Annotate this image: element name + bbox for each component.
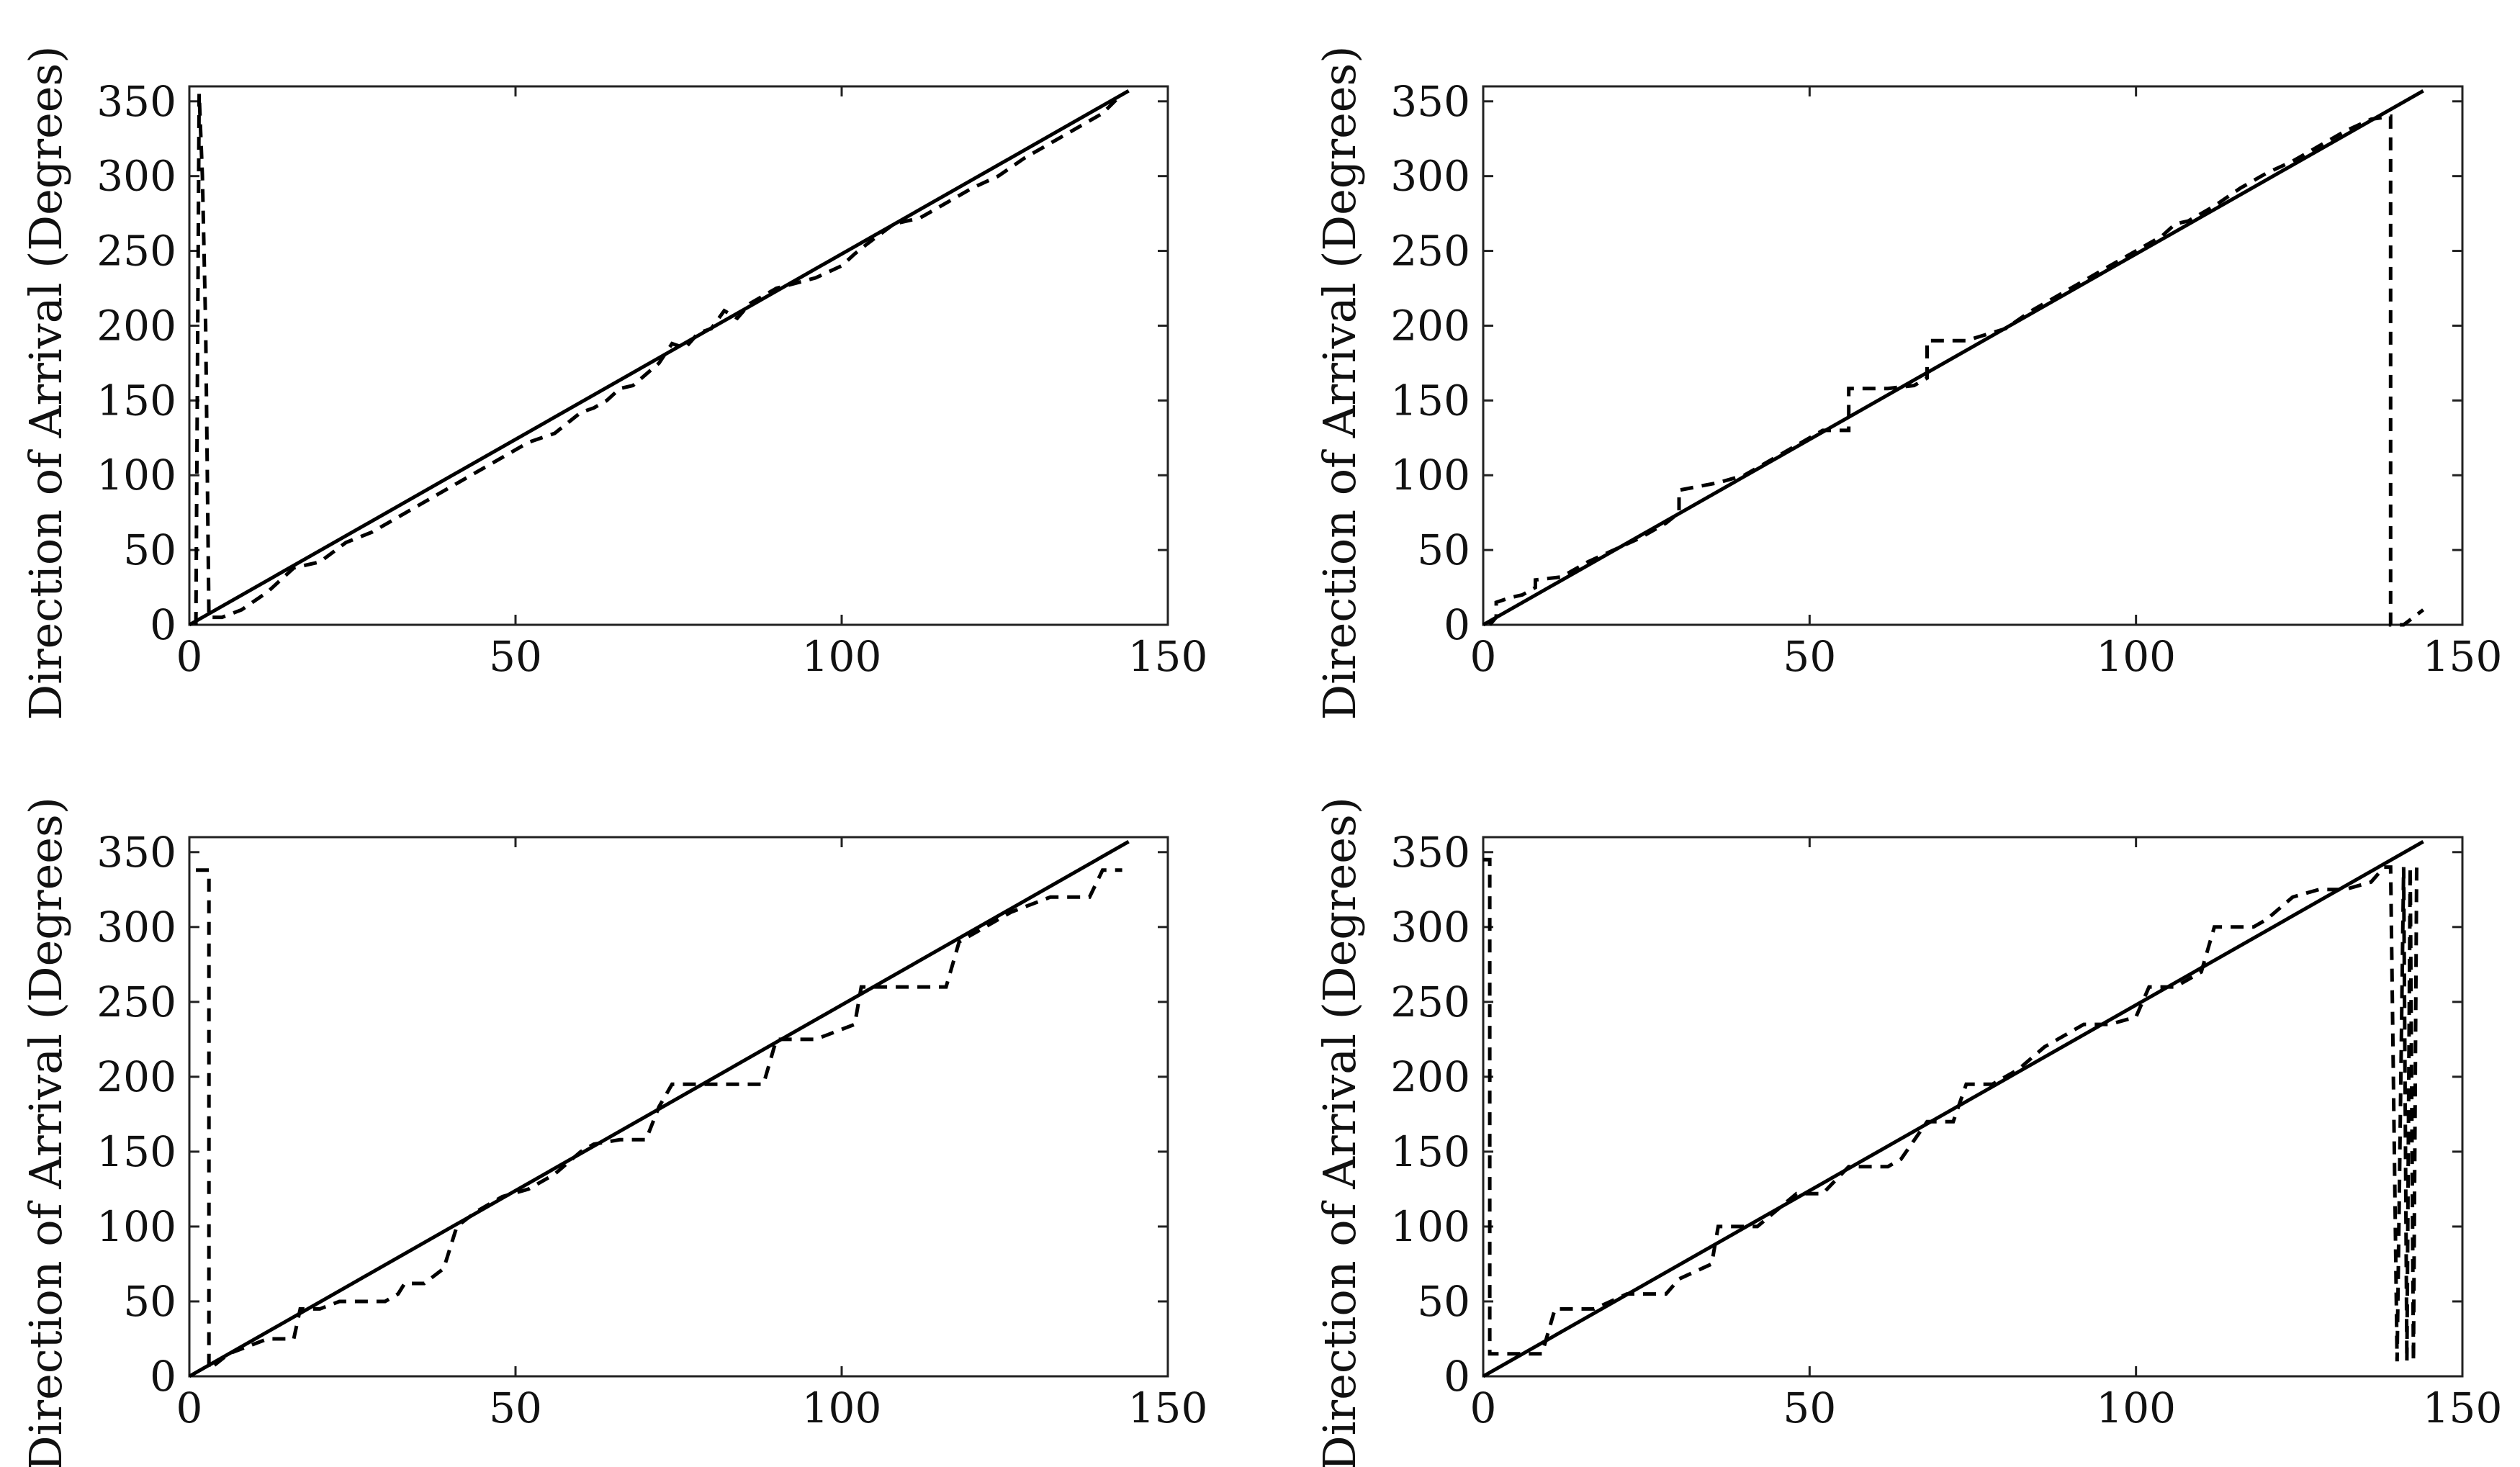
x-tick-label: 50: [489, 632, 542, 681]
plot-frame: [1482, 85, 2464, 626]
x-tick-label: 100: [2096, 632, 2176, 681]
y-tick-label: 100: [1390, 451, 1470, 500]
x-tick-label: 150: [2423, 1384, 2503, 1432]
y-tick-label: 150: [1390, 376, 1470, 425]
x-tick-label: 100: [802, 632, 882, 681]
x-tick-label: 100: [2096, 1384, 2176, 1432]
y-tick-label: 0: [1444, 1352, 1470, 1401]
y-tick-label: 250: [96, 227, 176, 276]
x-tick-label: 0: [1470, 632, 1497, 681]
y-tick-label: 300: [96, 903, 176, 952]
y-tick-label: 350: [96, 77, 176, 126]
y-tick-label: 200: [1390, 301, 1470, 350]
chart-panel-1: 0 50 100 150 0 50 100 150 200 250 300 350 Direction …: [19, 46, 1207, 721]
y-tick-label: 150: [96, 376, 176, 425]
y-tick-label: 150: [1390, 1127, 1470, 1176]
y-axis-label: Direction of Arrival (Degrees): [1313, 46, 1366, 721]
estimated-series-line: [196, 868, 1122, 1373]
plot-frame: [188, 85, 1169, 626]
chart-panel-3: 0 50 100 150 0 50 100 150 200 250 300 350 Direction …: [19, 797, 1207, 1467]
y-tick-label: 200: [1390, 1052, 1470, 1101]
y-tick-label: 0: [150, 600, 176, 649]
y-tick-label: 350: [1390, 77, 1470, 126]
x-tick-label: 0: [176, 1384, 203, 1432]
y-tick-label: 200: [96, 301, 176, 350]
plot-frame: [1482, 836, 2464, 1378]
y-tick-label: 300: [1390, 152, 1470, 201]
estimated-series-line: [1488, 114, 2425, 627]
y-tick-label: 50: [1417, 1277, 1470, 1326]
plot-frame: [188, 836, 1169, 1378]
x-tick-label: 150: [1128, 632, 1208, 681]
y-tick-label: 250: [1390, 227, 1470, 276]
x-tick-label: 100: [802, 1384, 882, 1432]
y-tick-label: 100: [96, 1202, 176, 1251]
reference-series-line: [1482, 89, 2424, 627]
x-tick-label: 150: [1128, 1384, 1208, 1432]
y-tick-label: 100: [1390, 1202, 1470, 1251]
y-tick-label: 250: [1390, 978, 1470, 1026]
reference-series-line: [188, 89, 1130, 627]
chart-panel-4: 0 50 100 150 0 50 100 150 200 250 300 350 Direction …: [1313, 797, 2502, 1467]
y-axis-label: Direction of Arrival (Degrees): [19, 797, 72, 1467]
x-tick-label: 50: [1783, 1384, 1836, 1432]
y-tick-label: 250: [96, 978, 176, 1026]
chart-panel-2: 0 50 100 150 0 50 100 150 200 250 300 350 Direction …: [1313, 46, 2502, 721]
y-tick-label: 50: [123, 1277, 176, 1326]
y-axis-label: Direction of Arrival (Degrees): [19, 46, 72, 721]
y-tick-label: 100: [96, 451, 176, 500]
x-tick-label: 150: [2423, 632, 2503, 681]
y-axis-label: Direction of Arrival (Degrees): [1313, 797, 1366, 1467]
y-tick-label: 350: [96, 828, 176, 877]
x-tick-label: 50: [489, 1384, 542, 1432]
y-tick-label: 0: [150, 1352, 176, 1401]
x-tick-label: 50: [1783, 632, 1836, 681]
reference-series-line: [1482, 840, 2424, 1378]
y-tick-label: 0: [1444, 600, 1470, 649]
x-tick-label: 0: [1470, 1384, 1497, 1432]
estimated-series-line: [194, 92, 1124, 626]
y-tick-label: 200: [96, 1052, 176, 1101]
y-tick-label: 50: [123, 525, 176, 574]
y-tick-label: 300: [96, 152, 176, 201]
y-tick-label: 150: [96, 1127, 176, 1176]
y-tick-label: 300: [1390, 903, 1470, 952]
x-tick-label: 0: [176, 632, 203, 681]
y-tick-label: 50: [1417, 525, 1470, 574]
y-tick-label: 350: [1390, 828, 1470, 877]
